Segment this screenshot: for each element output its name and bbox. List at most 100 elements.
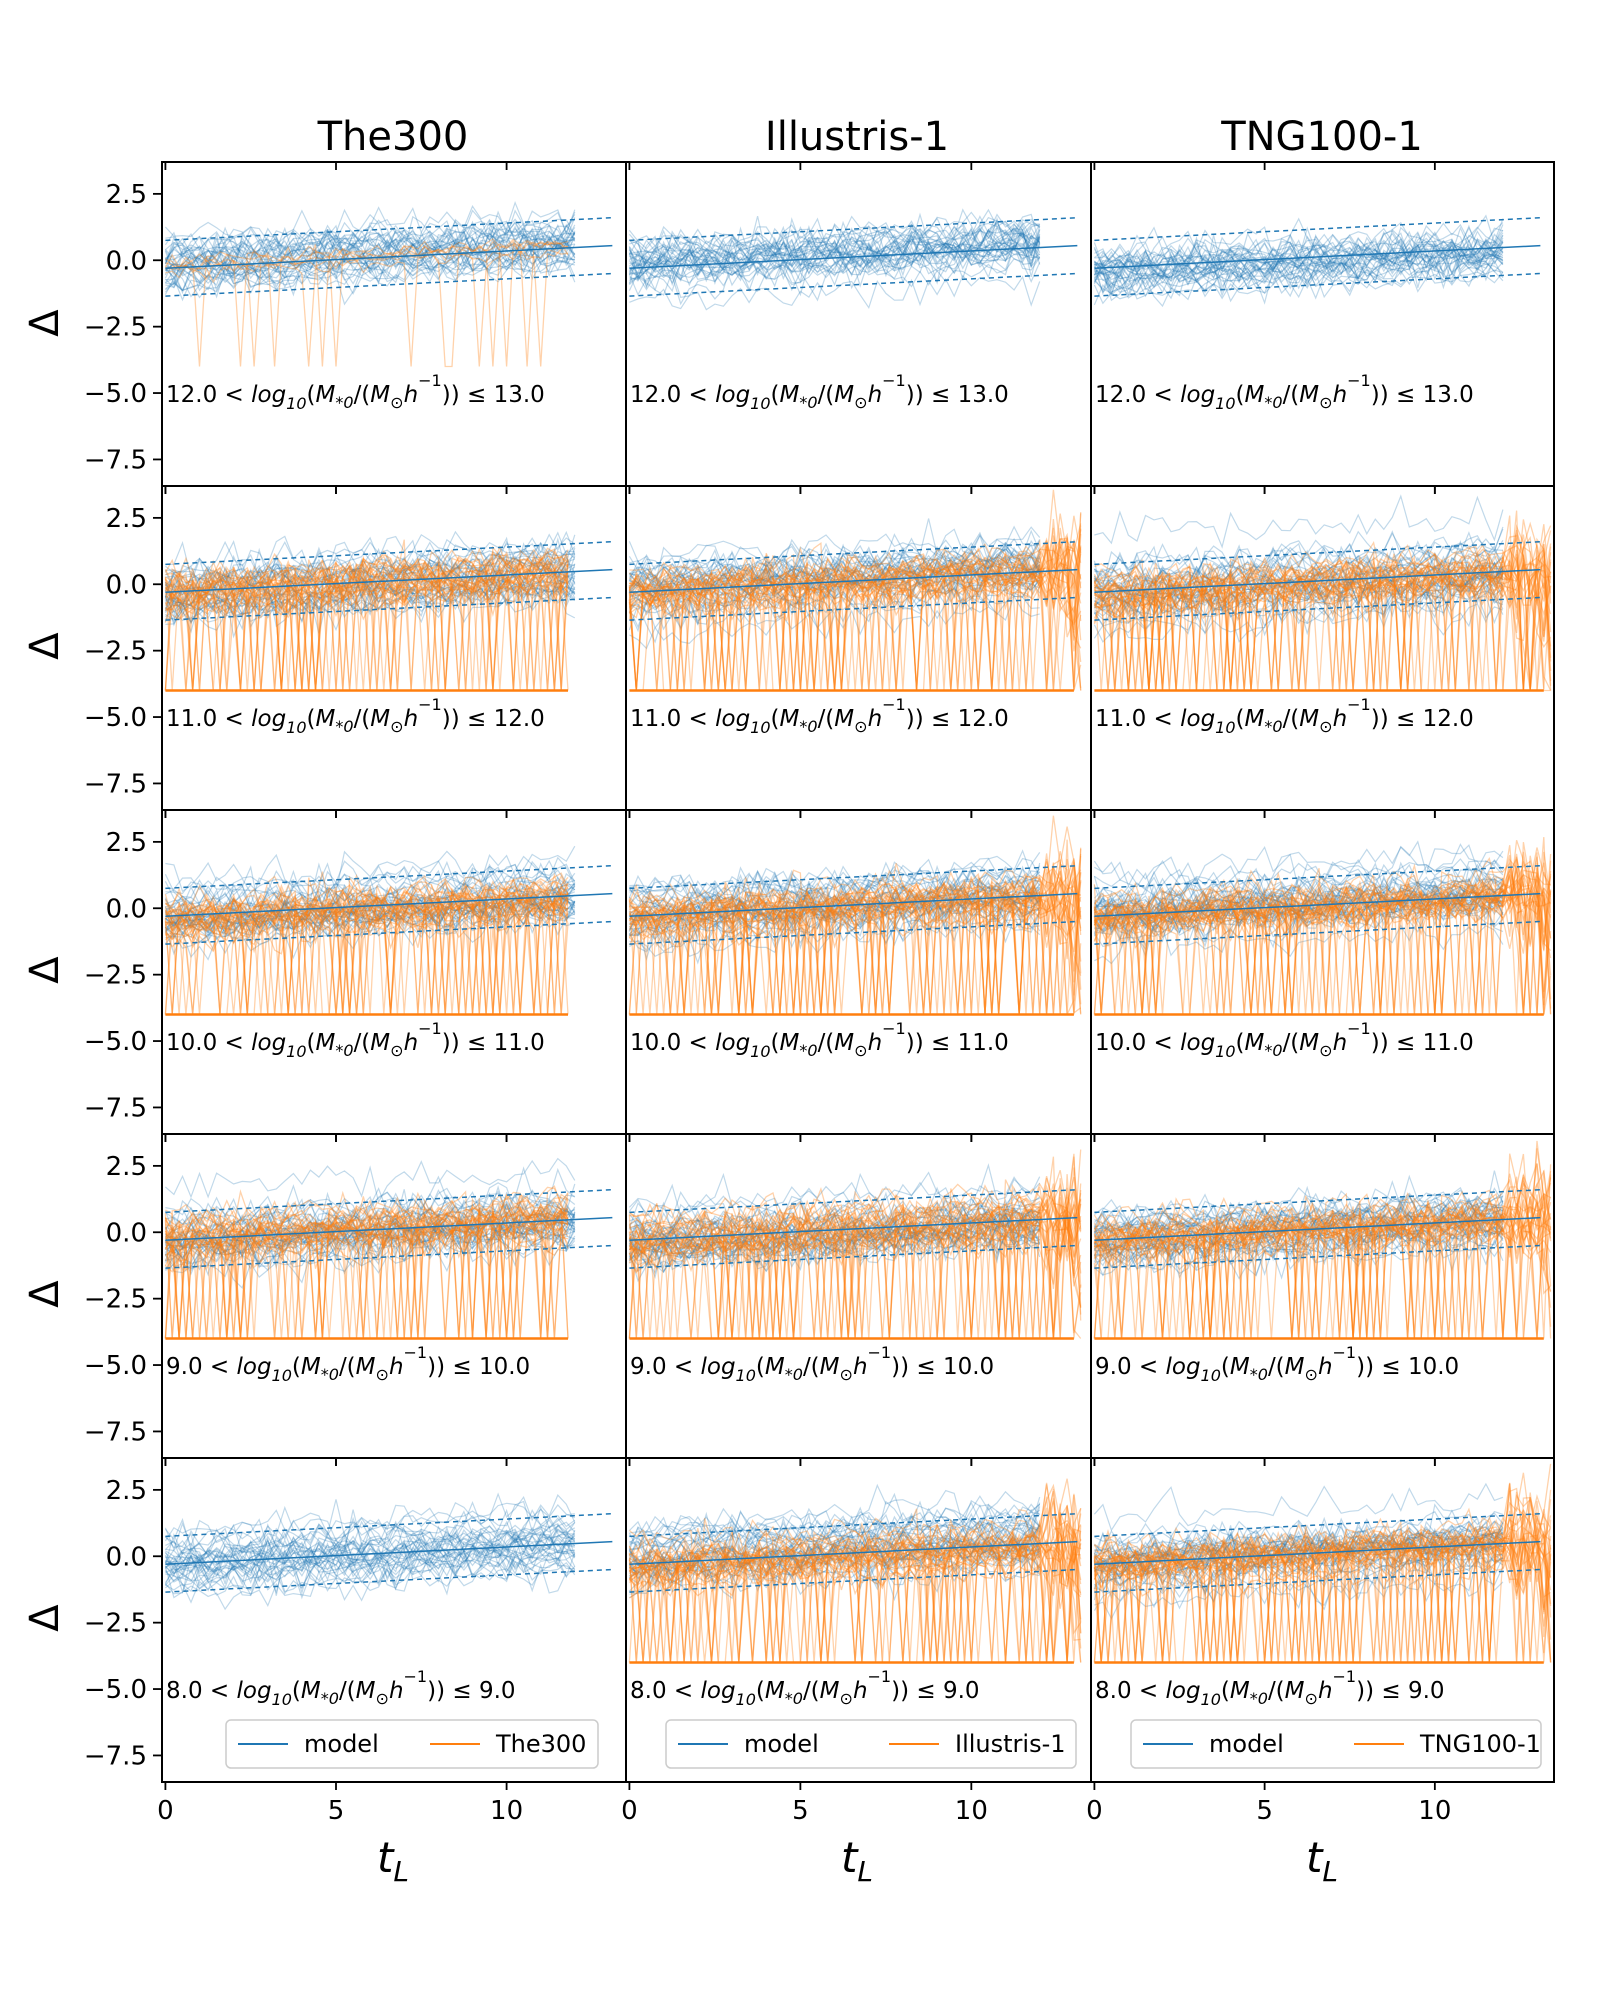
model-track bbox=[1093, 878, 1504, 923]
mass-bin-label-part: 10.0 < bbox=[1095, 1030, 1180, 1056]
model-track bbox=[1093, 903, 1504, 948]
model-track bbox=[1093, 263, 1504, 305]
x-tick-label: 10 bbox=[955, 1796, 988, 1826]
model-track bbox=[165, 227, 576, 272]
mass-bin-label: 10.0 < log10(M*0/(M⊙h−1)) ≤ 11.0 bbox=[1095, 1019, 1474, 1061]
sim-track bbox=[1093, 852, 1552, 1015]
mass-bin-label: 12.0 < log10(M*0/(M⊙h−1)) ≤ 13.0 bbox=[1095, 371, 1474, 413]
model-track bbox=[1093, 1539, 1504, 1585]
model-track bbox=[164, 894, 575, 934]
model-lower-bound bbox=[165, 272, 613, 297]
model-track bbox=[629, 221, 1040, 262]
model-track bbox=[1093, 1523, 1504, 1571]
mass-bin-label-part: *0 bbox=[1264, 717, 1282, 736]
sim-track bbox=[1093, 874, 1552, 1015]
mass-bin-label-part: )) ≤ 12.0 bbox=[442, 706, 545, 732]
sim-track bbox=[628, 541, 1082, 692]
model-track bbox=[165, 236, 576, 292]
sim-track bbox=[628, 1545, 1082, 1663]
model-tracks bbox=[164, 1492, 576, 1611]
panel-r5-c1: 0 5 102.50.0−2.5−5.0−7.58.0 < log10(M*0/(M… bbox=[84, 1457, 627, 1826]
model-track bbox=[164, 550, 576, 603]
model-upper-bound bbox=[1094, 540, 1541, 566]
model-track bbox=[164, 1560, 575, 1611]
model-track bbox=[1093, 540, 1504, 591]
model-upper-bound bbox=[1094, 864, 1541, 890]
model-track bbox=[628, 552, 1041, 603]
model-track bbox=[1093, 840, 1504, 888]
model-track bbox=[1093, 1221, 1504, 1256]
sim-track bbox=[1093, 1510, 1552, 1663]
model-upper-bound bbox=[629, 1188, 1078, 1214]
mass-bin-label-part: )) ≤ 13.0 bbox=[442, 382, 545, 408]
sim-track bbox=[628, 877, 1082, 1015]
model-track bbox=[1093, 1535, 1504, 1600]
sim-track bbox=[164, 892, 569, 1015]
sim-track bbox=[1094, 564, 1552, 691]
model-track bbox=[629, 216, 1041, 271]
sim-track bbox=[1094, 1519, 1552, 1663]
sim-track bbox=[164, 562, 569, 691]
model-track bbox=[628, 1524, 1040, 1576]
model-track bbox=[165, 1185, 576, 1241]
model-tracks bbox=[1093, 214, 1504, 308]
model-track bbox=[629, 1193, 1041, 1238]
model-track bbox=[164, 553, 576, 594]
model-track bbox=[164, 1547, 575, 1582]
mass-bin-label-part: M bbox=[356, 1354, 376, 1380]
sim-track bbox=[628, 1522, 1082, 1663]
model-track bbox=[164, 865, 576, 927]
model-track bbox=[629, 541, 1041, 589]
y-tick-label: −2.5 bbox=[84, 961, 147, 991]
model-track bbox=[164, 1219, 576, 1270]
legend-box bbox=[1130, 1719, 1542, 1769]
panel-plot-area bbox=[1093, 214, 1541, 308]
sim-track bbox=[629, 839, 1082, 1015]
model-mean-trend bbox=[1094, 244, 1541, 269]
model-track bbox=[628, 1187, 1040, 1251]
panel-r2-c2: 11.0 < log10(M*0/(M⊙h−1)) ≤ 12.0 bbox=[625, 485, 1092, 818]
model-track bbox=[164, 1550, 575, 1597]
model-track bbox=[629, 543, 1041, 587]
model-track bbox=[164, 200, 576, 265]
column-title-the300: The300 bbox=[317, 114, 469, 160]
model-track bbox=[165, 582, 576, 639]
model-track bbox=[1094, 572, 1504, 620]
legend-box bbox=[225, 1719, 599, 1769]
x-axis-label-main: t bbox=[1306, 1833, 1324, 1882]
model-track bbox=[164, 1526, 576, 1577]
sim-track bbox=[1093, 1513, 1552, 1663]
model-track bbox=[629, 231, 1041, 278]
model-track bbox=[628, 537, 1041, 588]
model-track bbox=[1093, 885, 1504, 937]
model-track bbox=[164, 563, 576, 615]
mass-bin-label-part: 10 bbox=[1201, 1366, 1221, 1385]
mass-bin-label-part: *0 bbox=[1264, 393, 1282, 412]
mass-bin-label-part: M bbox=[765, 1354, 785, 1380]
sim-track bbox=[164, 876, 569, 1015]
model-track bbox=[1094, 548, 1504, 594]
mass-bin-label-part: h bbox=[404, 1030, 419, 1056]
model-track bbox=[164, 1542, 576, 1596]
model-track bbox=[1093, 1196, 1504, 1237]
sim-track bbox=[628, 883, 1081, 1015]
model-track bbox=[164, 889, 576, 935]
sim-track bbox=[1093, 1522, 1552, 1664]
sim-track bbox=[629, 1491, 1082, 1663]
model-track bbox=[1094, 1566, 1504, 1620]
y-tick-label: −2.5 bbox=[84, 313, 147, 343]
sim-track bbox=[629, 1200, 1082, 1340]
model-track bbox=[165, 233, 575, 280]
sim-track bbox=[628, 1520, 1082, 1664]
mass-bin-label-part: ⊙ bbox=[390, 393, 403, 412]
model-track bbox=[1093, 1520, 1504, 1564]
model-track bbox=[1093, 1212, 1504, 1267]
model-track bbox=[629, 228, 1041, 278]
model-track bbox=[628, 1211, 1040, 1279]
model-track bbox=[1094, 1541, 1504, 1586]
mass-bin-label-part: ( bbox=[771, 706, 780, 732]
model-track bbox=[1093, 595, 1504, 643]
panel-r4-c3: 9.0 < log10(M*0/(M⊙h−1)) ≤ 10.0 bbox=[1090, 1133, 1555, 1466]
mass-bin-label-part: )) ≤ 12.0 bbox=[906, 706, 1009, 732]
mass-bin-label-part: M bbox=[820, 1678, 840, 1704]
